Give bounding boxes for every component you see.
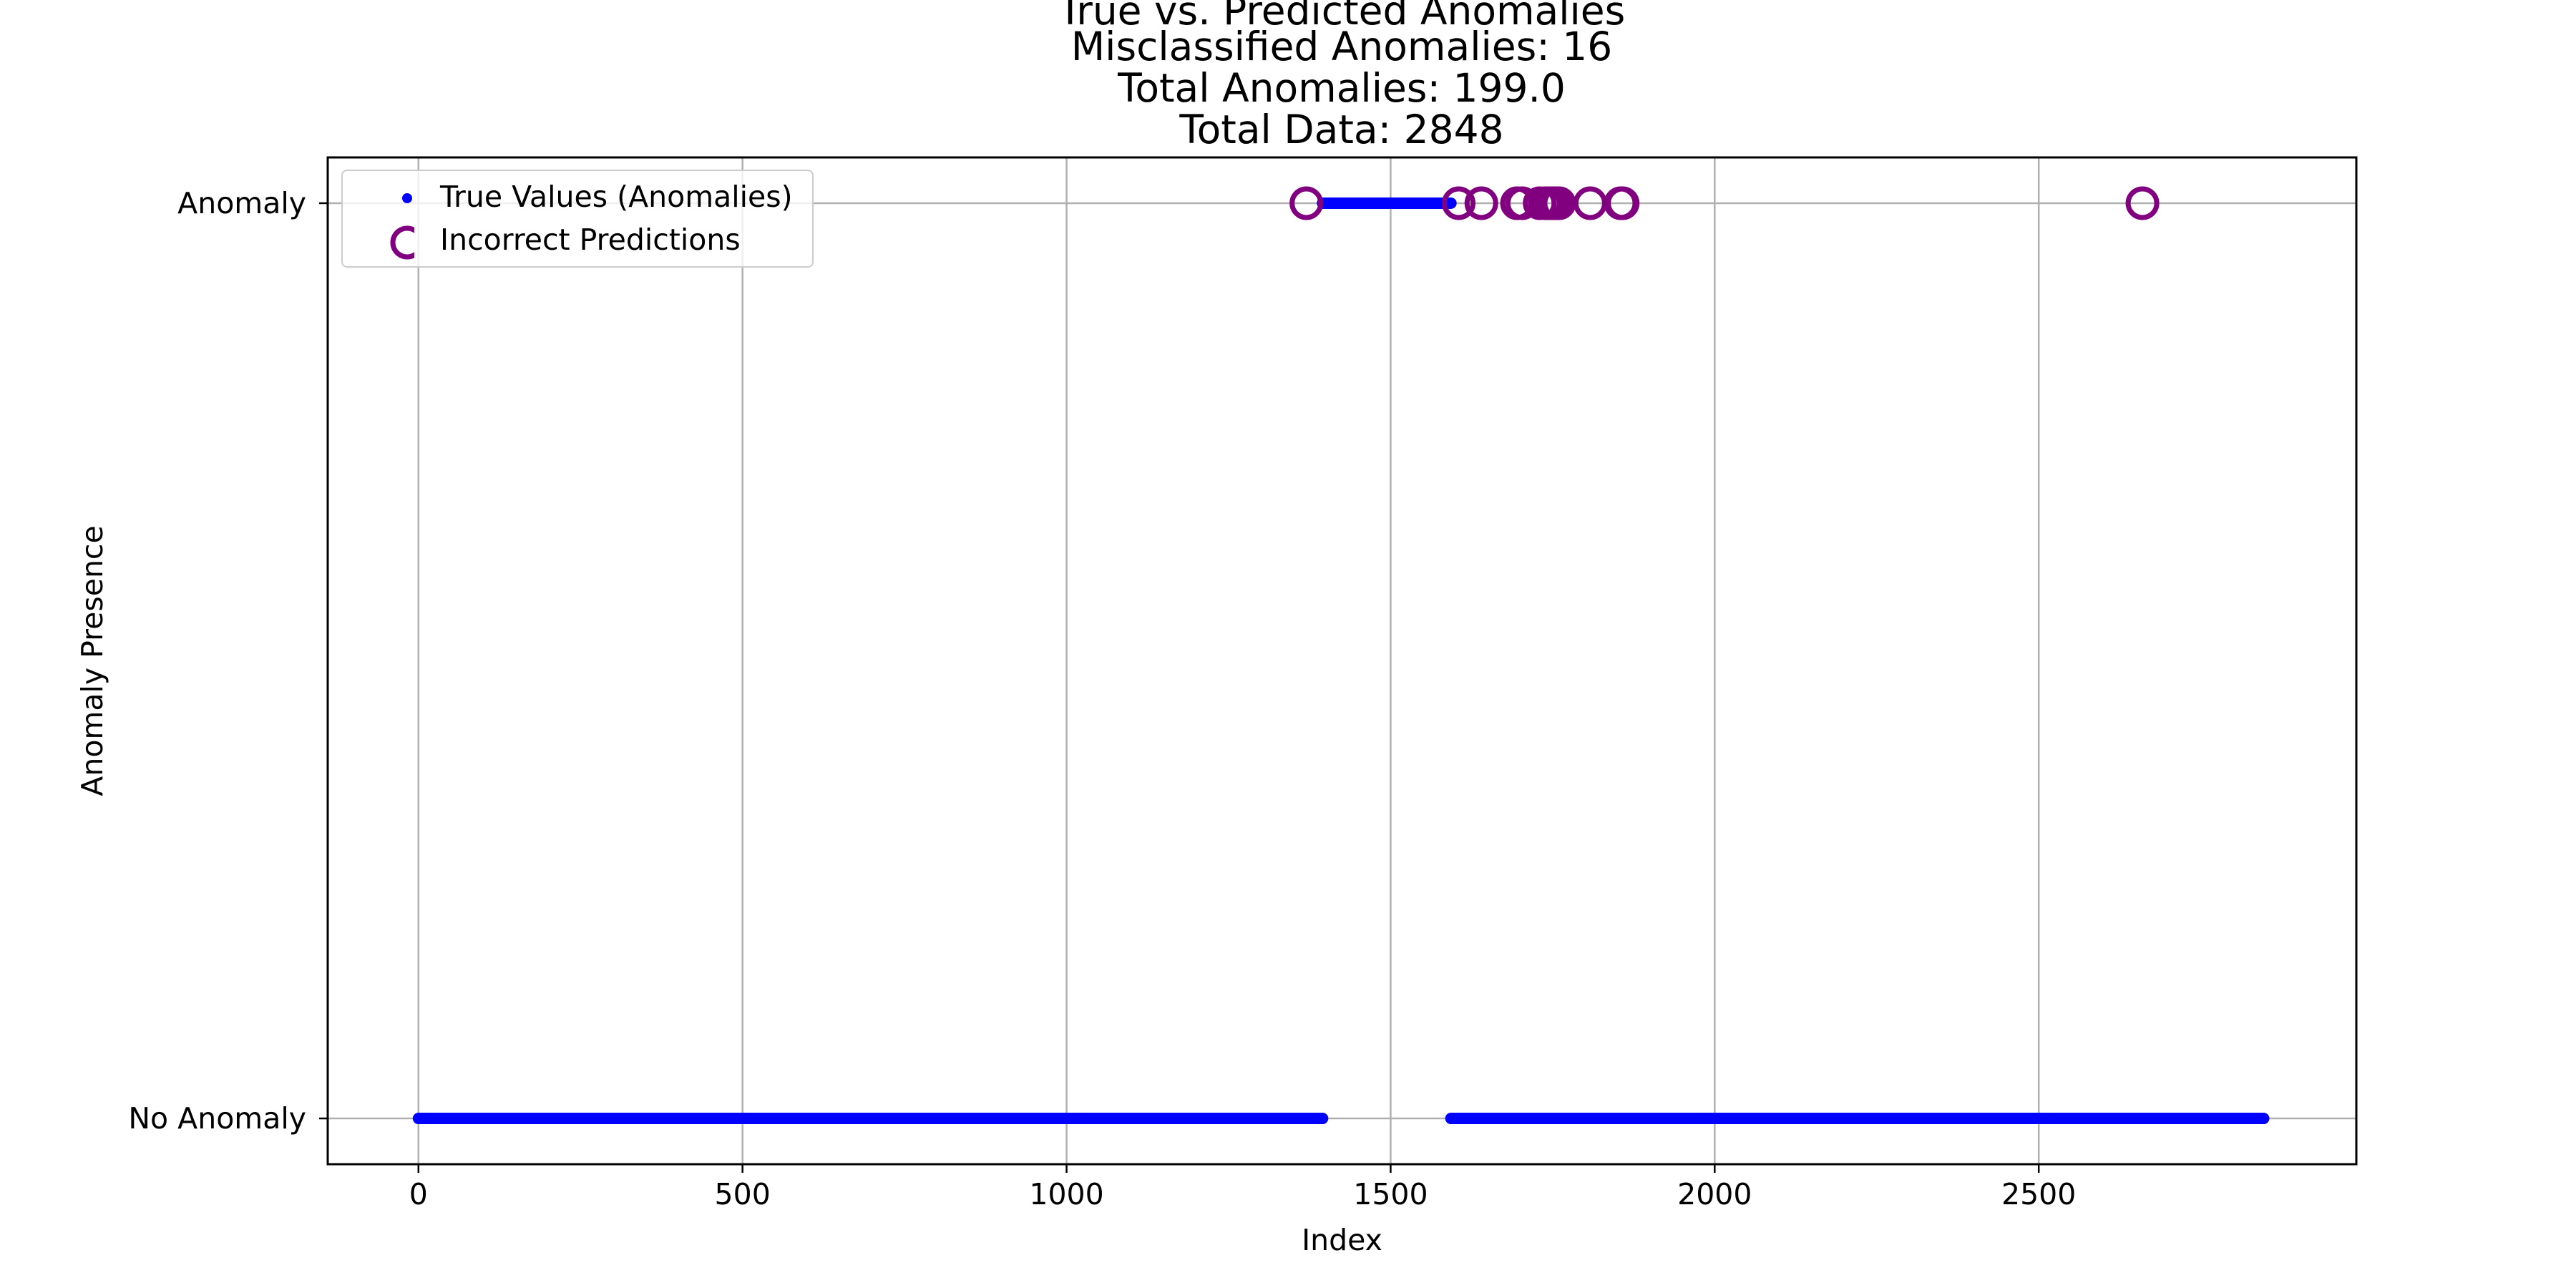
legend: True Values (Anomalies) Incorrect Predic… xyxy=(341,170,814,268)
grid-lines xyxy=(328,157,2356,1164)
incorrect-prediction-marker xyxy=(1464,186,1498,220)
x-axis-label: Index xyxy=(1302,1223,1382,1257)
x-tick-label: 0 xyxy=(409,1177,428,1211)
series-layer xyxy=(412,186,2270,1125)
x-tick-label: 500 xyxy=(715,1177,771,1211)
dot-marker-icon xyxy=(402,193,412,203)
chart-subtitle-misclassified: Misclassified Anomalies: 16 xyxy=(1070,24,1613,69)
legend-label-incorrect-predictions: Incorrect Predictions xyxy=(440,223,741,257)
axis-ticks: 0 500 1000 1500 2000 2500 No Anomaly Anomaly xyxy=(128,186,2076,1211)
incorrect-prediction-marker xyxy=(1442,186,1476,220)
x-tick-label: 1500 xyxy=(1353,1177,1428,1211)
y-axis-label: Anomaly Presence xyxy=(75,525,109,796)
y-tick-label: No Anomaly xyxy=(128,1101,306,1136)
incorrect-prediction-marker xyxy=(1289,186,1324,220)
hollow-circle-marker-icon xyxy=(390,225,414,260)
incorrect-prediction-marker xyxy=(1606,186,1640,220)
y-tick-label: Anomaly xyxy=(177,186,306,220)
legend-label-true-values: True Values (Anomalies) xyxy=(440,180,793,214)
x-tick-label: 1000 xyxy=(1029,1177,1103,1211)
chart-subtitle-total-anomalies: Total Anomalies: 199.0 xyxy=(1118,65,1566,111)
legend-item-true-values: True Values (Anomalies) xyxy=(343,178,812,221)
legend-item-incorrect-predictions: Incorrect Predictions xyxy=(343,221,812,264)
x-tick-label: 2500 xyxy=(2001,1177,2076,1211)
x-tick-label: 2000 xyxy=(1677,1177,1752,1211)
chart-title: True vs. Predicted Anomalies xyxy=(1058,0,1626,34)
incorrect-prediction-marker xyxy=(2125,186,2160,220)
plot-frame xyxy=(326,156,2358,1166)
chart-subtitle-total-data: Total Data: 2848 xyxy=(1179,107,1504,152)
